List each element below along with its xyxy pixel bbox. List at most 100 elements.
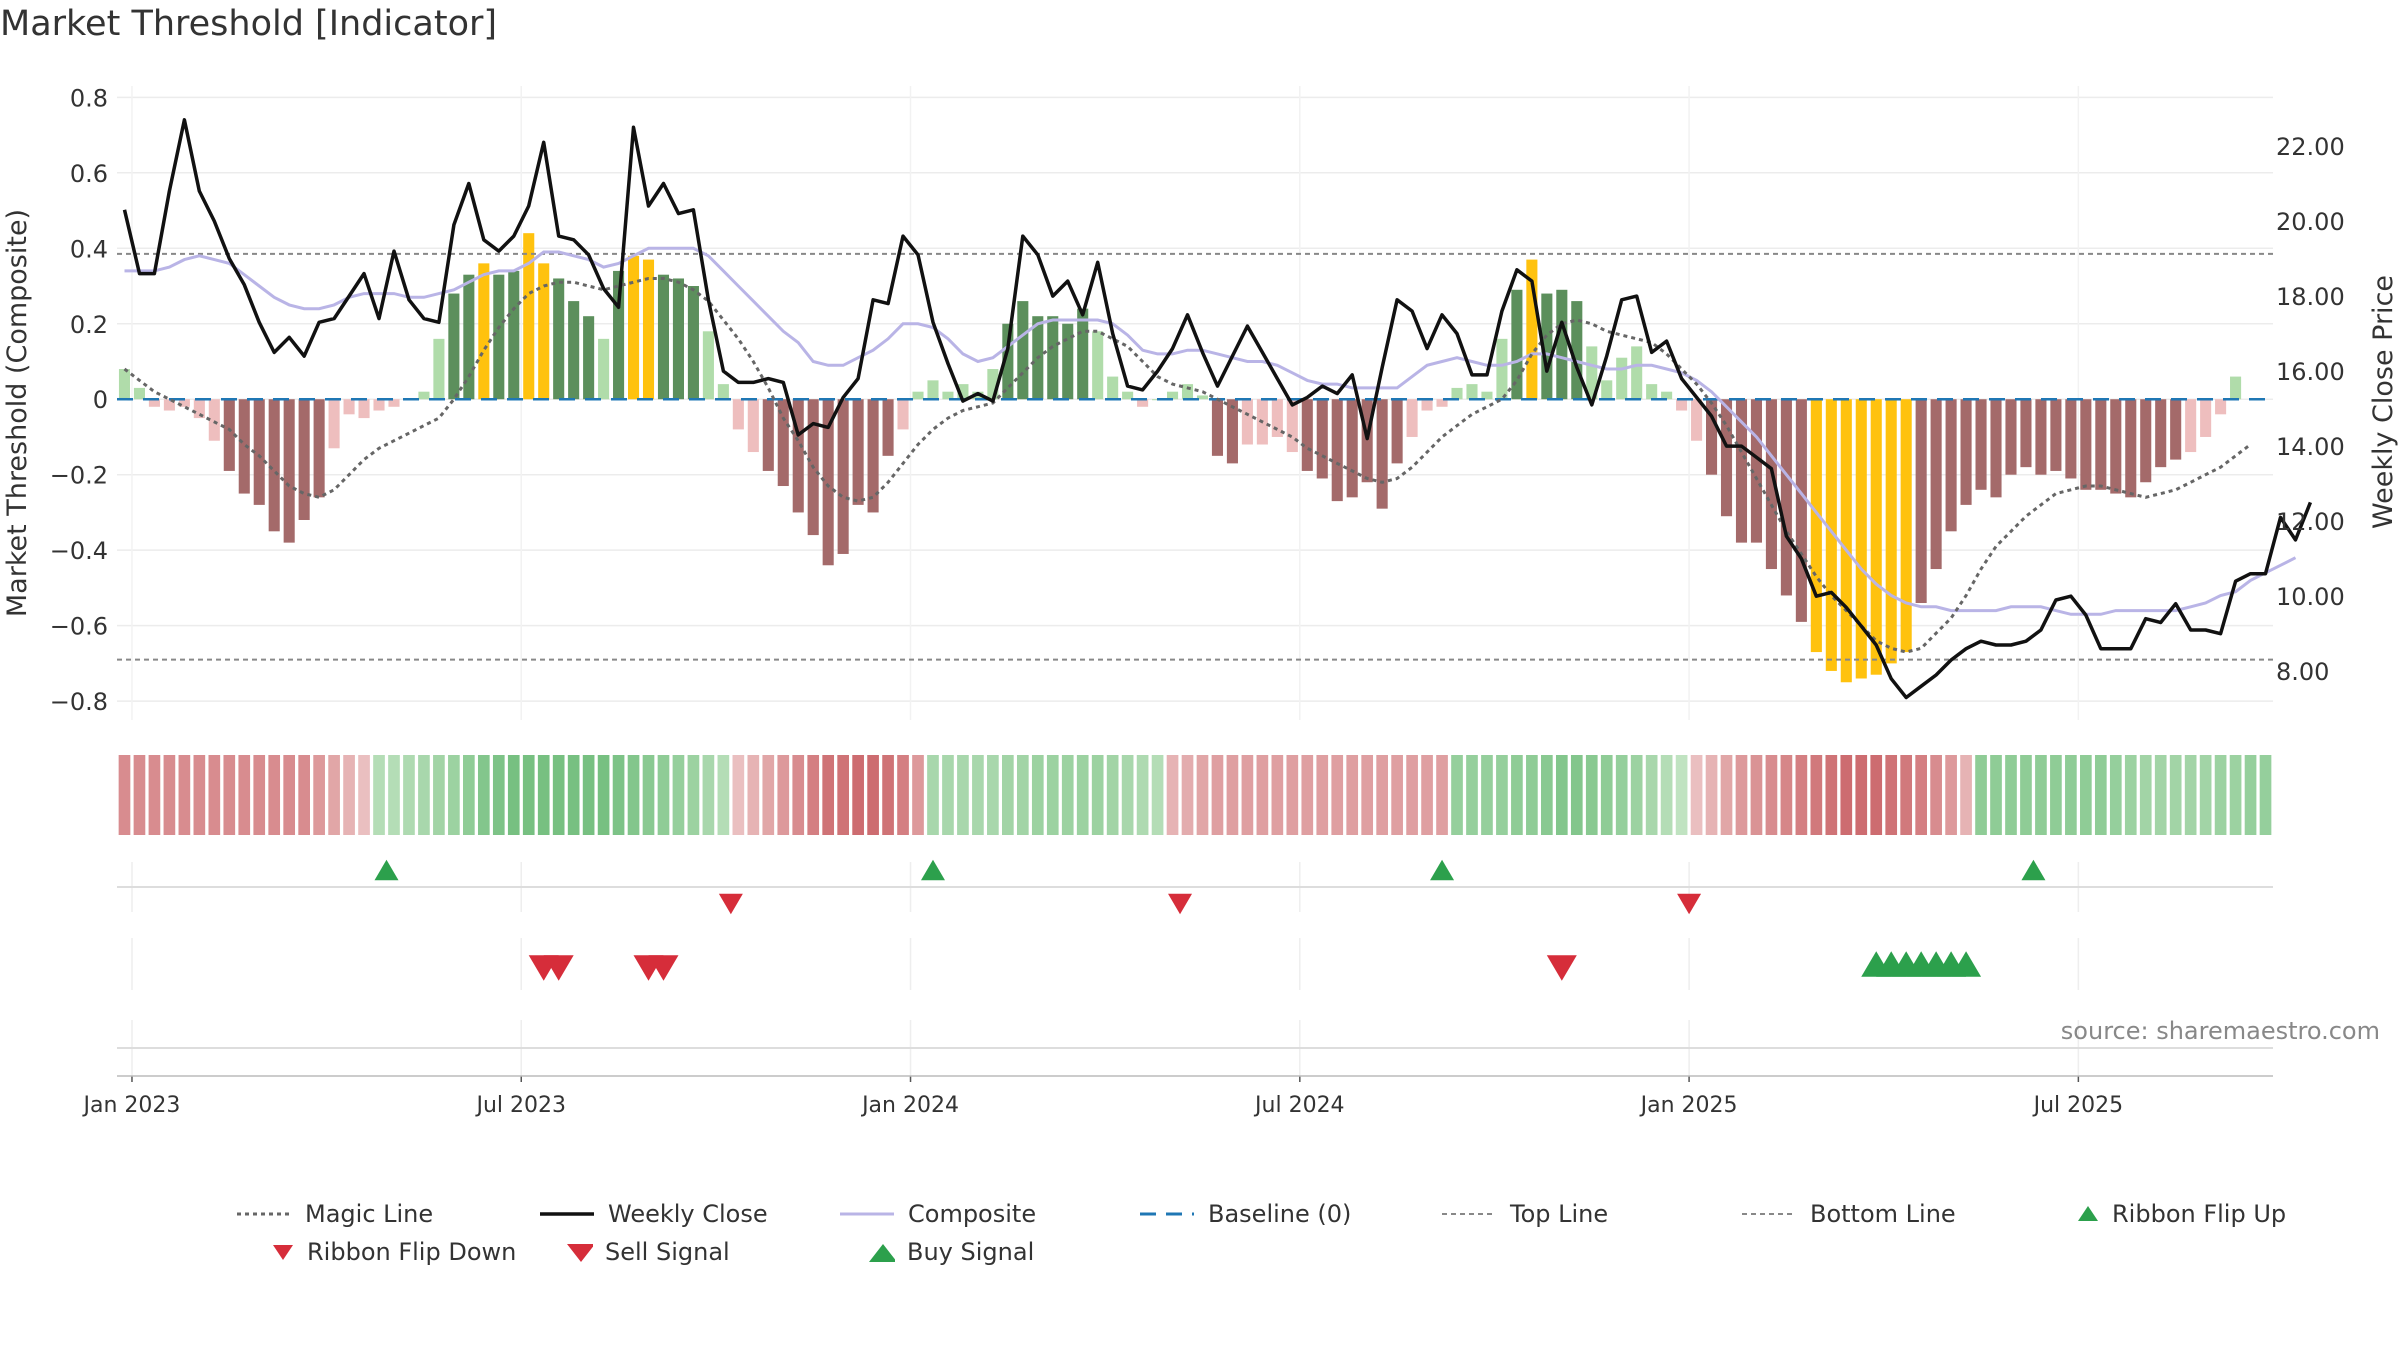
composite-bar — [433, 338, 445, 400]
ribbon-flip-up-marker — [2021, 859, 2046, 881]
ribbon-cell — [1151, 755, 1164, 835]
composite-bar — [1885, 399, 1897, 664]
ribbon-cell — [882, 755, 894, 835]
composite-bar — [118, 369, 131, 400]
y-tick-left: 0 — [93, 386, 108, 414]
ribbon-cell — [2094, 755, 2107, 835]
legend-label: Ribbon Flip Up — [2112, 1200, 2287, 1228]
ribbon-cell — [1451, 755, 1463, 835]
ribbon-cell — [1256, 755, 1269, 835]
composite-bar — [657, 274, 670, 400]
ribbon-cell — [1675, 755, 1688, 835]
composite-bar — [268, 399, 280, 532]
y-tick-right: 16.00 — [2276, 358, 2345, 386]
composite-bar — [133, 387, 145, 400]
composite-bar — [1062, 323, 1074, 400]
composite-bar — [163, 399, 175, 411]
composite-bar — [717, 384, 729, 400]
ribbon-flip-up-marker — [374, 859, 399, 881]
ribbon-cell — [477, 755, 490, 835]
y-tick-left: −0.6 — [50, 613, 108, 641]
ribbon-cell — [987, 755, 999, 835]
composite-line — [124, 246, 2297, 616]
composite-bar — [2035, 399, 2047, 475]
ribbon-cell — [2035, 755, 2047, 835]
composite-bar — [553, 278, 565, 400]
ribbon-cell — [1076, 755, 1089, 835]
ribbon-cell — [1600, 755, 1613, 835]
ribbon-cell — [283, 755, 296, 835]
composite-bar — [867, 399, 879, 513]
ribbon-flip-up-marker — [920, 859, 945, 881]
y-tick-left: 0.8 — [70, 84, 108, 112]
composite-bar — [2230, 376, 2242, 400]
sell-signal-marker — [648, 955, 679, 981]
composite-bar — [1301, 399, 1313, 471]
composite-bar — [1451, 387, 1463, 400]
ribbon-cell — [1106, 755, 1119, 835]
ribbon-cell — [1091, 755, 1104, 835]
composite-bar — [283, 399, 295, 543]
ribbon-cell — [822, 755, 835, 835]
legend-item: Bottom Line — [1740, 1200, 1956, 1228]
ribbon-cell — [1391, 755, 1403, 835]
composite-bar — [328, 399, 340, 449]
composite-bar — [388, 399, 400, 407]
composite-bar — [628, 255, 640, 400]
ribbon-cell — [1660, 755, 1673, 835]
legend-item: Baseline (0) — [1138, 1200, 1351, 1228]
ribbon-cell — [2139, 755, 2152, 835]
ribbon-cell — [912, 755, 924, 835]
ribbon-cell — [1840, 755, 1853, 835]
composite-bar — [613, 270, 625, 400]
y-tick-right: 22.00 — [2276, 133, 2345, 161]
ribbon-cell — [642, 755, 655, 835]
ribbon-cell — [1061, 755, 1074, 835]
ribbon-cell — [148, 755, 161, 835]
ribbon-cell — [522, 755, 535, 835]
composite-bar — [478, 263, 490, 400]
x-tick-label: Jul 2023 — [474, 1093, 566, 1118]
composite-bar — [1840, 399, 1852, 683]
ribbon-cell — [1870, 755, 1883, 835]
composite-bar — [508, 270, 520, 400]
ribbon-cell — [762, 755, 775, 835]
composite-bar — [1211, 399, 1223, 456]
composite-bar — [358, 399, 370, 419]
y-tick-right: 12.00 — [2276, 508, 2345, 536]
composite-bar — [1990, 399, 2002, 498]
composite-bar — [1810, 399, 1822, 653]
weekly-close-line — [122, 118, 2313, 700]
composite-bar — [1735, 399, 1748, 543]
composite-bar — [987, 369, 999, 400]
composite-bar — [762, 399, 774, 471]
composite-bar — [2215, 399, 2227, 415]
composite-bar — [852, 399, 864, 505]
composite-bar — [1975, 399, 1987, 490]
composite-bar — [2155, 399, 2167, 468]
composite-bar — [1346, 399, 1358, 498]
composite-bar — [148, 399, 160, 407]
composite-bar — [1795, 399, 1807, 622]
composite-bar — [1092, 331, 1104, 400]
ribbon-cell — [1376, 755, 1388, 835]
ribbon-cell — [732, 755, 745, 835]
composite-bar — [2200, 399, 2212, 437]
ribbon-cell — [1930, 755, 1942, 835]
ribbon-cell — [1286, 755, 1299, 835]
ribbon-cell — [597, 755, 610, 835]
composite-bar — [957, 384, 969, 400]
ribbon-cell — [298, 755, 310, 835]
ribbon-cell — [1301, 755, 1314, 835]
x-tick-label: Jan 2025 — [1639, 1093, 1738, 1118]
ribbon-cell — [1166, 755, 1179, 835]
ribbon-cell — [1885, 755, 1898, 835]
y-tick-left: 0.6 — [70, 160, 108, 188]
ribbon-cell — [1481, 755, 1493, 835]
y-axis-label-left: Market Threshold (Composite) — [2, 209, 33, 617]
ribbon-cell — [343, 755, 355, 835]
ribbon-cell — [807, 755, 820, 835]
ribbon-cell — [957, 755, 969, 835]
ribbon-cell — [2259, 755, 2272, 835]
composite-bar — [1241, 399, 1253, 445]
